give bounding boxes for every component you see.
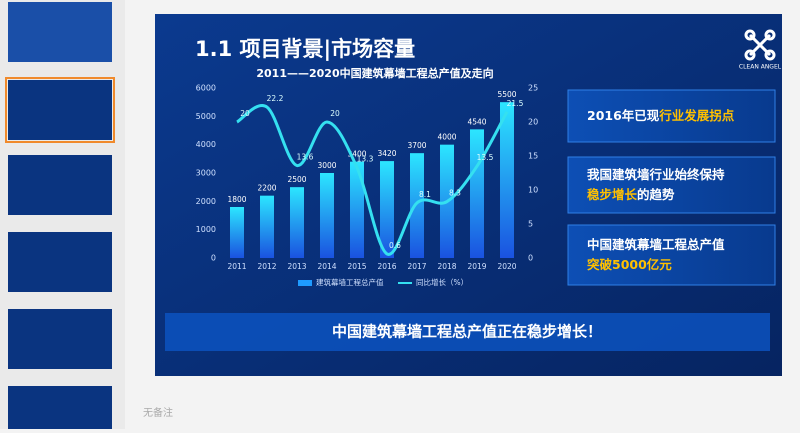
x-tick-label: 2015 bbox=[347, 262, 366, 271]
highlight: 行业发展拐点 bbox=[658, 108, 735, 123]
x-tick-label: 2013 bbox=[287, 262, 306, 271]
logo bbox=[744, 29, 776, 61]
point-box bbox=[567, 156, 776, 214]
banner bbox=[165, 313, 770, 351]
point-box bbox=[567, 89, 776, 143]
y-tick-label: 4000 bbox=[196, 140, 216, 149]
bar bbox=[230, 207, 244, 258]
bar bbox=[380, 161, 394, 258]
bar bbox=[320, 173, 334, 258]
thumbnail[interactable] bbox=[8, 309, 112, 369]
legend-label: 建筑幕墙工程总产值 bbox=[316, 277, 384, 287]
y2-tick-label: 5 bbox=[528, 220, 533, 229]
line-label: 20 bbox=[240, 109, 250, 118]
line-label: 8.3 bbox=[449, 189, 461, 198]
thumbnail[interactable] bbox=[8, 155, 112, 215]
banner-text: 中国建筑幕墙工程总产值正在稳步增长！ bbox=[332, 323, 602, 341]
line-label: 13.6 bbox=[297, 153, 314, 162]
x-tick-label: 2011 bbox=[227, 262, 246, 271]
bar-label: 3420 bbox=[377, 149, 396, 158]
x-tick-label: 2012 bbox=[257, 262, 276, 271]
thumbnail-selected[interactable] bbox=[5, 77, 115, 143]
legend-swatch bbox=[298, 280, 312, 286]
point-text: 突破5000亿元 bbox=[587, 257, 672, 272]
logo-text: CLEAN ANGEL bbox=[739, 64, 782, 71]
point-part: 2016年已现 bbox=[587, 108, 660, 123]
bar-label: 3400 bbox=[347, 150, 366, 159]
point-text: 中国建筑幕墙工程总产值 bbox=[587, 237, 725, 252]
y-tick-label: 1000 bbox=[196, 225, 216, 234]
line-label: 13.5 bbox=[477, 153, 494, 162]
y-tick-label: 0 bbox=[211, 254, 216, 263]
line-label: 8.1 bbox=[419, 190, 431, 199]
bar bbox=[350, 161, 364, 258]
bar-label: 4000 bbox=[437, 133, 456, 142]
highlight: 稳步增长 bbox=[587, 187, 638, 202]
y-tick-label: 6000 bbox=[196, 84, 216, 93]
bar-label: 2200 bbox=[257, 184, 276, 193]
legend-label: 同比增长（%） bbox=[416, 277, 468, 287]
point-box bbox=[567, 224, 776, 286]
point-part: 的趋势 bbox=[637, 187, 675, 202]
point-part: 中国建筑幕墙工程总产值 bbox=[587, 237, 725, 252]
x-tick-label: 2016 bbox=[377, 262, 396, 271]
y2-tick-label: 15 bbox=[528, 152, 538, 161]
thumbnail[interactable] bbox=[8, 386, 112, 429]
line bbox=[236, 104, 509, 256]
y-tick-label: 5000 bbox=[196, 112, 216, 121]
y2-tick-label: 0 bbox=[528, 254, 533, 263]
bar-label: 1800 bbox=[227, 195, 246, 204]
bar bbox=[260, 195, 274, 258]
thumbnail[interactable] bbox=[8, 80, 112, 140]
thumbnail[interactable] bbox=[8, 232, 112, 292]
x-tick-label: 2020 bbox=[497, 262, 516, 271]
bar-label: 4540 bbox=[467, 117, 486, 126]
chart-title: 2011——2020中国建筑幕墙工程总产值及走向 bbox=[256, 66, 493, 80]
line-label: 21.5 bbox=[507, 99, 524, 108]
bar bbox=[500, 102, 514, 259]
line-label: 20 bbox=[330, 109, 340, 118]
slide-title: 1.1 项目背景|市场容量 bbox=[195, 37, 415, 62]
bar-label: 2500 bbox=[287, 175, 306, 184]
thumbnail[interactable] bbox=[8, 2, 112, 62]
point-part: 我国建筑墙行业始终保持 bbox=[587, 167, 725, 182]
x-tick-label: 2017 bbox=[407, 262, 426, 271]
y-tick-label: 2000 bbox=[196, 197, 216, 206]
notes: 无备注 bbox=[143, 406, 173, 419]
point-text: 我国建筑墙行业始终保持 bbox=[587, 167, 725, 182]
highlight: 突破5000亿元 bbox=[587, 257, 672, 272]
y2-tick-label: 25 bbox=[528, 84, 538, 93]
x-tick-label: 2014 bbox=[317, 262, 336, 271]
point-text: 2016年已现行业发展拐点 bbox=[587, 108, 735, 123]
x-tick-label: 2018 bbox=[437, 262, 456, 271]
y2-tick-label: 20 bbox=[528, 118, 538, 127]
line-label: 13.3 bbox=[357, 155, 374, 164]
x-tick-label: 2019 bbox=[467, 262, 486, 271]
bar bbox=[470, 129, 484, 258]
bar-label: 3000 bbox=[317, 161, 336, 170]
bar-label: 3700 bbox=[407, 141, 426, 150]
y-tick-label: 3000 bbox=[196, 169, 216, 178]
bar bbox=[290, 187, 304, 258]
bar bbox=[410, 153, 424, 258]
y2-tick-label: 10 bbox=[528, 186, 538, 195]
bar-label: 5500 bbox=[497, 90, 516, 99]
line-label: 22.2 bbox=[267, 94, 284, 103]
point-text: 稳步增长的趋势 bbox=[587, 187, 675, 202]
line-label: 0.6 bbox=[389, 241, 401, 250]
